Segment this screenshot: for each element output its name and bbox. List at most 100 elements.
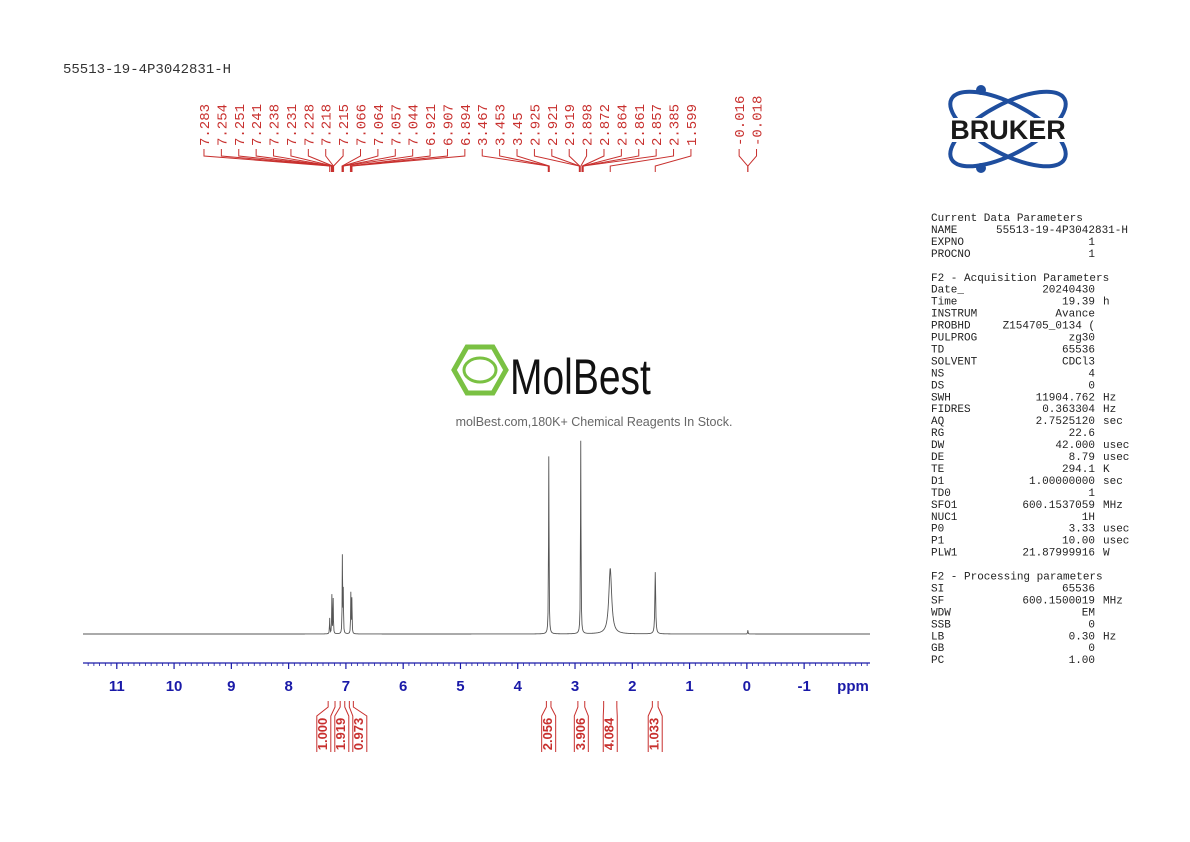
peak-label: 2.385: [668, 104, 684, 146]
peak-leader: [582, 149, 657, 172]
parameter-name: SOLVENT: [931, 356, 978, 368]
parameter-unit: Hz: [1103, 631, 1116, 643]
parameter-value: 65536: [1062, 583, 1095, 595]
integral-label: 2.056: [540, 718, 555, 751]
parameter-value: zg30: [1069, 333, 1095, 345]
peak-label: 2.919: [563, 104, 579, 146]
parameter-value: 8.79: [1069, 452, 1095, 464]
parameter-name: D1: [931, 476, 945, 488]
peak-leader: [499, 149, 550, 172]
integral-bracket: [334, 701, 341, 752]
peak-label: 7.238: [268, 104, 284, 146]
parameter-value: 3.33: [1069, 524, 1095, 536]
integral-bracket: [584, 701, 589, 752]
parameter-unit: usec: [1103, 452, 1129, 464]
parameter-name: PULPROG: [931, 333, 977, 345]
peak-label: 7.066: [355, 104, 371, 146]
parameter-unit: K: [1103, 464, 1110, 476]
peak-leader: [568, 149, 581, 172]
integral-bracket: [541, 701, 547, 752]
peak-label: 7.044: [407, 104, 423, 146]
logo-orbit: [948, 89, 1068, 169]
peak-leader: [581, 149, 605, 172]
parameter-value: 42.000: [1055, 440, 1095, 452]
integral-bracket: [330, 701, 336, 752]
peak-leader: [654, 149, 692, 172]
parameter-value: 22.6: [1069, 428, 1095, 440]
parameter-value: 4: [1088, 368, 1095, 380]
parameter-name: Date_: [931, 285, 964, 297]
logo-text: BRUKER: [950, 115, 1066, 145]
peak-leader: [342, 149, 414, 172]
watermark: MolBest molBest.com,180K+ Chemical Reage…: [451, 344, 733, 429]
parameter-name: SWH: [931, 392, 951, 404]
logo-dot: [976, 85, 986, 95]
x-tick-label: 0: [743, 678, 751, 695]
peak-label: 3.453: [494, 104, 510, 146]
parameter-name: LB: [931, 631, 945, 643]
parameter-unit: usec: [1103, 524, 1129, 536]
x-tick-label: -1: [797, 678, 810, 695]
peak-label: 2.898: [581, 104, 597, 146]
parameter-name: RG: [931, 428, 944, 440]
parameter-name: INSTRUM: [931, 309, 977, 321]
parameter-section-title: Current Data Parameters: [931, 213, 1083, 225]
peak-label: 7.064: [372, 104, 388, 146]
parameter-name: TD: [931, 344, 945, 356]
parameter-name: P1: [931, 536, 945, 548]
peak-label: -0.018: [751, 96, 767, 146]
parameter-section-title: F2 - Acquisition Parameters: [931, 273, 1109, 285]
parameter-unit: h: [1103, 297, 1110, 309]
x-tick-label: 4: [514, 678, 523, 695]
parameter-value: 1: [1088, 249, 1095, 261]
parameter-name: DS: [931, 380, 945, 392]
peak-label: 3.45: [511, 112, 527, 146]
peak-leader: [533, 149, 580, 172]
peak-label: -0.016: [733, 96, 749, 146]
parameter-section-title: F2 - Processing parameters: [931, 572, 1103, 584]
peak-leader: [342, 149, 396, 172]
parameter-value: 600.1500019: [1022, 595, 1095, 607]
logo-dot: [976, 163, 986, 173]
bruker-logo: BRUKER: [925, 85, 1091, 173]
parameter-name: PC: [931, 655, 945, 667]
peak-label: 7.218: [320, 104, 336, 146]
peak-leader: [307, 149, 334, 172]
peak-label: 7.241: [250, 104, 266, 146]
watermark-tagline: molBest.com,180K+ Chemical Reagents In S…: [456, 415, 733, 429]
x-tick-label: 5: [456, 678, 464, 695]
peak-leader: [350, 149, 448, 172]
parameter-unit: Hz: [1103, 392, 1116, 404]
parameter-value: 1: [1088, 237, 1095, 249]
x-axis-label: ppm: [837, 678, 869, 695]
parameter-unit: sec: [1103, 476, 1123, 488]
parameter-value: 1.00: [1069, 655, 1095, 667]
parameter-value: Z154705_0134 (: [1003, 321, 1095, 333]
x-tick-label: 3: [571, 678, 579, 695]
parameter-value: 65536: [1062, 344, 1095, 356]
peak-label: 2.864: [615, 104, 631, 146]
parameter-value: 19.39: [1062, 297, 1095, 309]
peak-label: 6.907: [441, 104, 457, 146]
integral-bracket: [647, 701, 653, 752]
peak-label: 7.228: [302, 104, 318, 146]
parameter-name: AQ: [931, 416, 945, 428]
integral-label: 1.033: [647, 718, 662, 751]
parameter-value: 21.87999916: [1022, 548, 1095, 560]
parameter-unit: usec: [1103, 440, 1129, 452]
parameter-unit: Hz: [1103, 404, 1116, 416]
peak-label: 7.251: [233, 104, 249, 146]
x-tick-label: 2: [628, 678, 636, 695]
parameter-name: NUC1: [931, 512, 958, 524]
parameter-name: Time: [931, 297, 957, 309]
x-tick-label: 7: [342, 678, 350, 695]
integral-bracket: [573, 701, 579, 752]
parameter-name: SF: [931, 595, 944, 607]
integral-bracket: [550, 701, 557, 752]
parameter-value: Avance: [1055, 309, 1095, 321]
parameter-name: TE: [931, 464, 945, 476]
integral-bracket: [352, 701, 368, 752]
peak-leader: [349, 149, 431, 172]
logo-orbit: [948, 89, 1068, 169]
parameter-value: 1.00000000: [1029, 476, 1095, 488]
